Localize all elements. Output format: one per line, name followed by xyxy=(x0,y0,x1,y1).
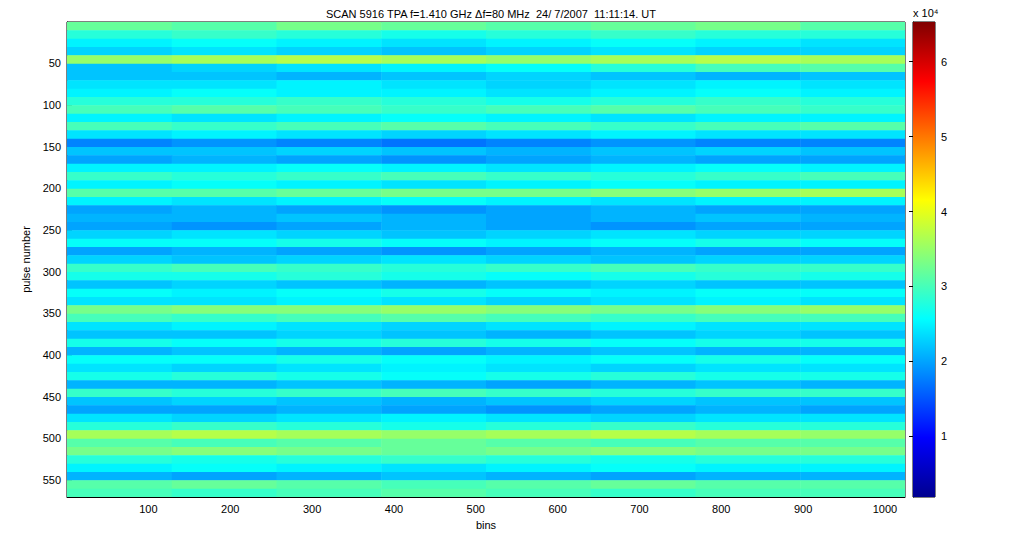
svg-text:300: 300 xyxy=(43,266,61,278)
svg-text:550: 550 xyxy=(43,474,61,486)
svg-text:700: 700 xyxy=(630,503,648,515)
svg-text:400: 400 xyxy=(43,349,61,361)
svg-text:200: 200 xyxy=(43,182,61,194)
svg-text:pulse number: pulse number xyxy=(20,226,32,293)
svg-text:500: 500 xyxy=(43,432,61,444)
svg-text:x 10⁴: x 10⁴ xyxy=(913,7,939,19)
svg-text:3: 3 xyxy=(941,280,947,292)
svg-text:4: 4 xyxy=(941,206,947,218)
svg-text:200: 200 xyxy=(221,503,239,515)
svg-text:6: 6 xyxy=(941,56,947,68)
svg-text:150: 150 xyxy=(43,141,61,153)
svg-text:100: 100 xyxy=(43,99,61,111)
svg-text:600: 600 xyxy=(548,503,566,515)
svg-text:1000: 1000 xyxy=(873,503,897,515)
svg-text:bins: bins xyxy=(476,519,497,531)
svg-text:50: 50 xyxy=(49,57,61,69)
svg-text:500: 500 xyxy=(467,503,485,515)
svg-text:1: 1 xyxy=(941,430,947,442)
svg-text:5: 5 xyxy=(941,131,947,143)
svg-text:2: 2 xyxy=(941,355,947,367)
svg-text:350: 350 xyxy=(43,307,61,319)
svg-text:900: 900 xyxy=(794,503,812,515)
svg-text:100: 100 xyxy=(139,503,157,515)
svg-text:400: 400 xyxy=(385,503,403,515)
svg-text:250: 250 xyxy=(43,224,61,236)
svg-text:300: 300 xyxy=(303,503,321,515)
svg-text:450: 450 xyxy=(43,391,61,403)
svg-text:800: 800 xyxy=(712,503,730,515)
svg-text:SCAN 5916 TPA f=1.410 GHz Δf=8: SCAN 5916 TPA f=1.410 GHz Δf=80 MHz 24/ … xyxy=(326,8,656,20)
